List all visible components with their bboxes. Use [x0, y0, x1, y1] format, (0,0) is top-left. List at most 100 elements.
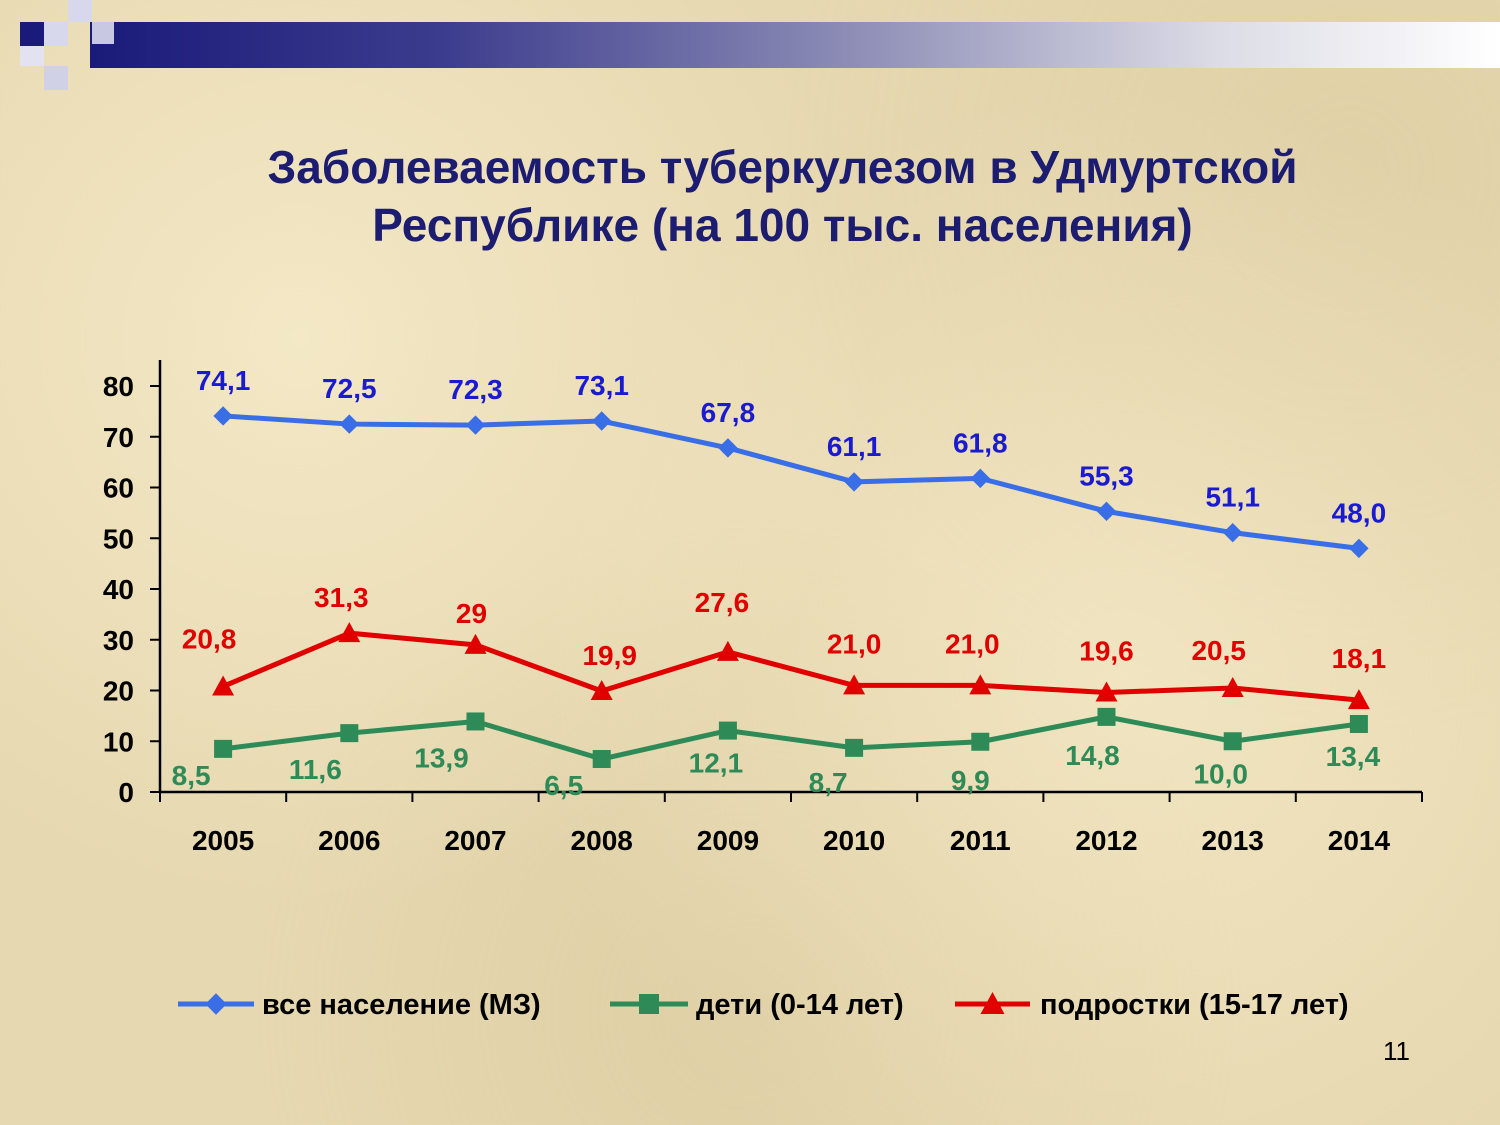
data-point-children — [592, 750, 611, 769]
data-point-children — [340, 724, 359, 743]
data-point-teens — [464, 633, 487, 654]
data-label-children: 6,5 — [544, 770, 583, 801]
data-label-children: 10,0 — [1193, 758, 1248, 789]
data-point-all-population — [213, 406, 233, 426]
data-label-teens: 20,5 — [1191, 635, 1246, 666]
data-label-teens: 21,0 — [827, 628, 882, 659]
y-tick-label: 60 — [103, 473, 134, 504]
data-point-children — [971, 732, 990, 751]
data-label-all-population: 61,8 — [953, 427, 1008, 458]
slide-title-line-1: Заболеваемость туберкулезом в Удмуртской — [267, 141, 1298, 193]
legend-marker-children — [639, 994, 659, 1014]
data-label-all-population: 67,8 — [701, 397, 756, 428]
y-tick-label: 0 — [118, 777, 134, 808]
data-point-all-population — [970, 468, 991, 489]
data-point-teens — [338, 622, 361, 643]
header-gradient-bar — [90, 22, 1500, 68]
data-label-all-population: 51,1 — [1205, 482, 1260, 513]
x-tick-label: 2011 — [950, 825, 1011, 856]
series-line-children — [222, 714, 1360, 762]
data-label-teens: 19,6 — [1079, 636, 1134, 667]
header-square-light-2 — [68, 0, 92, 22]
header-square-dark — [20, 22, 44, 46]
series-line-all-population — [222, 413, 1360, 551]
y-tick-label: 70 — [103, 422, 134, 453]
x-tick-label: 2007 — [444, 825, 506, 856]
y-tick-label: 30 — [103, 625, 134, 656]
x-tick-label: 2009 — [697, 825, 759, 856]
data-label-teens: 20,8 — [182, 623, 237, 654]
data-label-teens: 18,1 — [1332, 643, 1387, 674]
data-label-all-population: 72,3 — [448, 374, 503, 405]
header-square-light-5 — [20, 46, 44, 66]
header-square-light-1 — [44, 22, 68, 46]
data-point-teens — [590, 680, 613, 701]
data-label-children: 8,5 — [172, 760, 211, 791]
data-point-teens — [716, 640, 739, 661]
y-tick-label: 40 — [103, 574, 134, 605]
data-label-children: 14,8 — [1065, 740, 1120, 771]
data-label-all-population: 48,0 — [1332, 497, 1387, 528]
data-label-children: 9,9 — [951, 765, 990, 796]
x-tick-label: 2008 — [571, 825, 633, 856]
x-tick-label: 2010 — [823, 825, 885, 856]
page-number: 11 — [1383, 1036, 1410, 1066]
data-point-all-population — [1349, 538, 1369, 559]
data-point-all-population — [465, 415, 486, 435]
data-point-all-population — [1096, 501, 1117, 522]
slide-title: Заболеваемость туберкулезом в Удмуртской… — [0, 138, 1500, 254]
data-point-teens — [969, 674, 992, 695]
data-point-teens — [1221, 676, 1244, 697]
data-point-children — [1097, 707, 1116, 726]
y-tick-label: 20 — [103, 676, 134, 707]
data-point-teens — [1095, 681, 1118, 702]
data-label-all-population: 61,1 — [827, 431, 882, 462]
legend-label-children: дети (0-14 лет) — [696, 989, 904, 1021]
y-tick-label: 10 — [103, 726, 134, 757]
data-point-children — [718, 721, 737, 740]
legend-marker-teens — [980, 992, 1005, 1014]
x-tick-label: 2005 — [192, 825, 254, 856]
data-label-teens: 27,6 — [695, 587, 750, 618]
data-label-all-population: 72,5 — [322, 373, 377, 404]
header-square-light-4 — [44, 66, 68, 90]
data-point-all-population — [339, 414, 360, 434]
legend-marker-all-population — [205, 993, 227, 1015]
data-label-teens: 21,0 — [945, 628, 1000, 659]
data-label-all-population: 73,1 — [574, 370, 629, 401]
y-tick-label: 80 — [103, 371, 134, 402]
data-point-teens — [212, 675, 235, 696]
data-label-teens: 29 — [456, 598, 487, 629]
x-tick-label: 2006 — [318, 825, 380, 856]
data-label-all-population: 55,3 — [1079, 460, 1134, 491]
data-label-children: 13,4 — [1326, 741, 1381, 772]
data-point-all-population — [591, 411, 612, 431]
data-point-all-population — [1222, 522, 1243, 543]
data-label-children: 11,6 — [289, 754, 342, 785]
data-point-teens — [1347, 689, 1370, 710]
legend-label-teens: подростки (15-17 лет) — [1040, 989, 1349, 1021]
data-label-children: 13,9 — [414, 742, 469, 773]
slide-title-line-2: Республике (на 100 тыс. населения) — [372, 199, 1193, 251]
data-point-all-population — [844, 472, 864, 492]
x-tick-label: 2012 — [1075, 825, 1137, 856]
x-tick-label: 2013 — [1202, 825, 1264, 856]
data-label-all-population: 74,1 — [196, 365, 251, 396]
data-label-teens: 31,3 — [314, 582, 369, 613]
data-point-teens — [843, 674, 866, 695]
data-point-children — [845, 738, 864, 757]
data-label-teens: 19,9 — [582, 640, 637, 671]
data-label-children: 12,1 — [689, 748, 744, 779]
x-tick-label: 2014 — [1328, 825, 1391, 856]
legend-label-all-population: все население (МЗ) — [262, 989, 541, 1021]
data-point-children — [1349, 714, 1368, 733]
data-label-children: 8,7 — [809, 767, 848, 798]
data-point-all-population — [718, 438, 738, 458]
data-point-children — [466, 712, 485, 731]
y-tick-label: 50 — [103, 523, 134, 554]
data-point-children — [214, 739, 233, 758]
data-point-children — [1223, 732, 1242, 751]
series-line-teens — [222, 630, 1360, 703]
header-square-light-3 — [92, 22, 114, 44]
